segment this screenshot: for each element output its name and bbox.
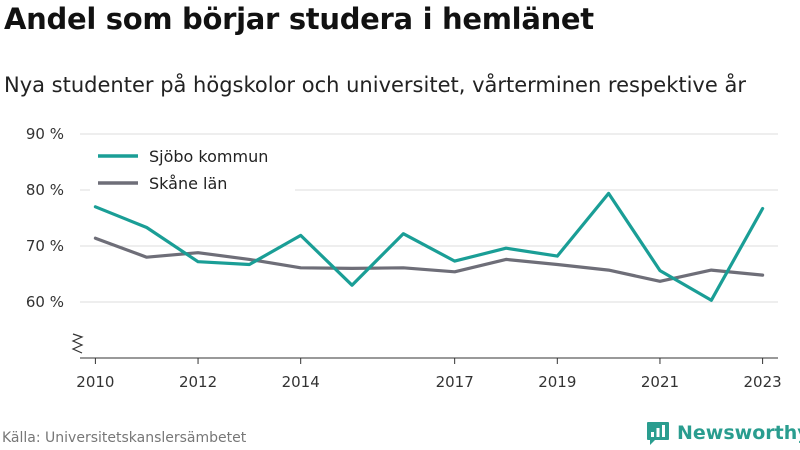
legend: Sjöbo kommun Skåne län xyxy=(90,144,295,194)
y-axis-break-icon xyxy=(71,333,84,354)
x-tick-label: 2012 xyxy=(179,373,217,391)
x-tick-label: 2010 xyxy=(76,373,114,391)
legend-label: Skåne län xyxy=(149,174,227,193)
chart-title: Andel som börjar studera i hemlänet xyxy=(4,2,594,36)
x-tick-label: 2023 xyxy=(744,373,782,391)
grid-lines xyxy=(80,133,778,303)
newsworthy-logo-icon xyxy=(647,422,669,445)
source-note: Källa: Universitetskanslersämbetet xyxy=(2,430,247,446)
y-axis-tick-labels: 60 % 70 % 80 % 90 % xyxy=(26,125,84,354)
y-tick-label: 90 % xyxy=(26,125,64,143)
x-tick-label: 2021 xyxy=(641,373,679,391)
brand-logo: Newsworthy xyxy=(645,420,800,446)
series-line-sjobo xyxy=(93,191,765,302)
y-tick-label: 70 % xyxy=(26,237,64,255)
x-tick-label: 2019 xyxy=(538,373,576,391)
chart-subtitle: Nya studenter på högskolor och universit… xyxy=(4,73,746,97)
series-lines xyxy=(93,191,765,302)
x-tick-label: 2014 xyxy=(282,373,320,391)
brand-name: Newsworthy xyxy=(677,422,800,444)
legend-background xyxy=(90,144,295,194)
x-tick-label: 2017 xyxy=(436,373,474,391)
y-tick-label: 80 % xyxy=(26,181,64,199)
y-tick-label: 60 % xyxy=(26,293,64,311)
series-line-skane xyxy=(93,236,765,283)
legend-label: Sjöbo kommun xyxy=(149,147,268,166)
x-axis: 2010 2012 2014 2017 2019 2021 2023 xyxy=(76,357,782,391)
